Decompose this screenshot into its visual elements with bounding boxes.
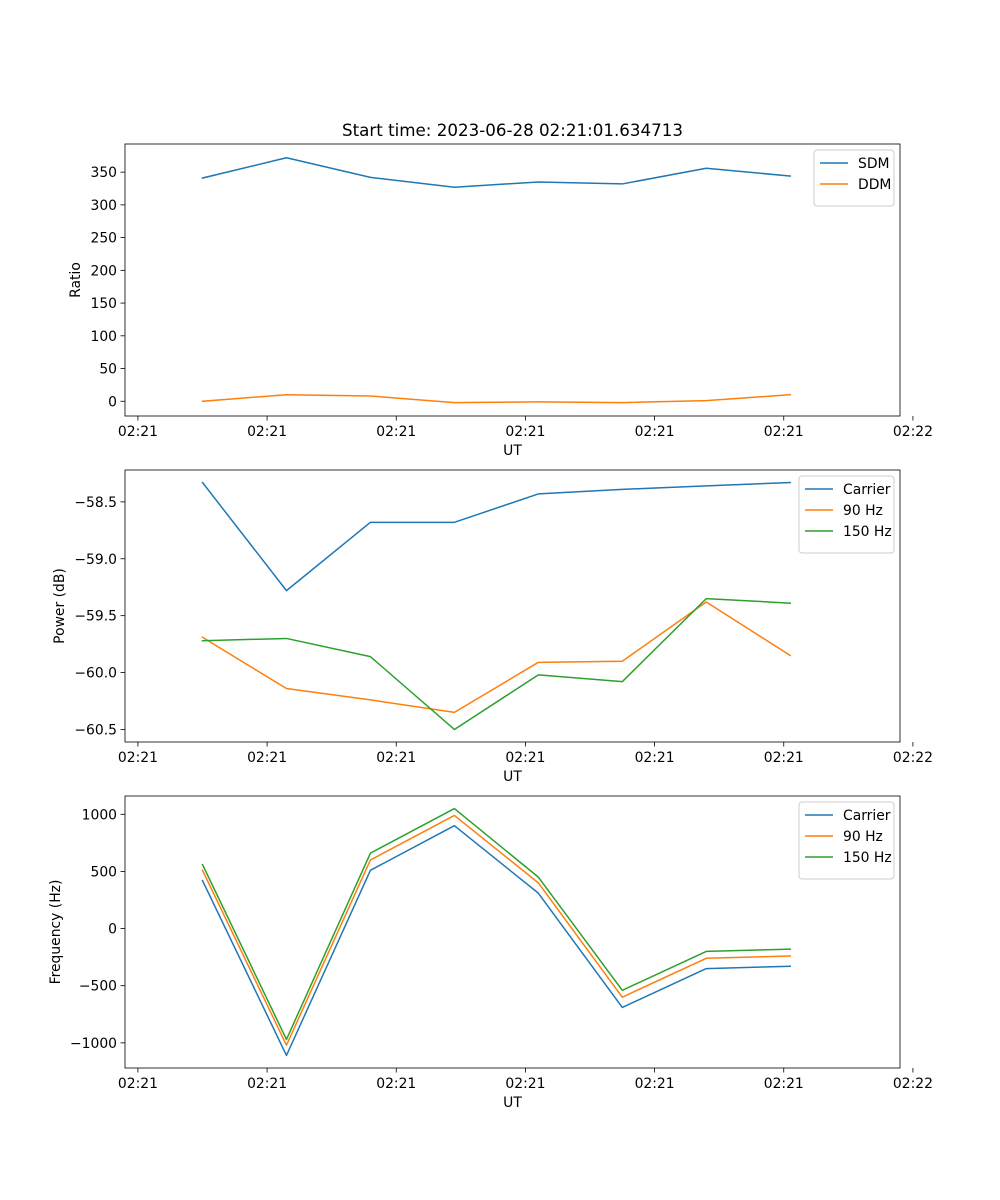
legend-label: 150 Hz <box>843 524 892 540</box>
legend-box <box>798 801 895 880</box>
x-tick-label: 02:21 <box>247 750 287 766</box>
y-tick-label: −59.0 <box>74 552 117 568</box>
x-tick-label: 02:21 <box>118 424 158 440</box>
x-tick-label: 02:21 <box>764 1076 804 1092</box>
y-tick-label: −58.5 <box>74 495 117 511</box>
y-tick-label: 500 <box>90 864 117 880</box>
x-tick-label: 02:21 <box>764 750 804 766</box>
legend-label: DDM <box>858 177 891 193</box>
series-line-3-3 <box>201 807 791 1041</box>
y-tick-label: −500 <box>79 979 117 995</box>
legend-label: SDM <box>858 156 890 172</box>
x-tick-label: 02:21 <box>118 750 158 766</box>
x-tick-label: 02:21 <box>505 750 545 766</box>
y-tick-label: 1000 <box>82 807 117 823</box>
legend-box <box>813 149 895 207</box>
y-tick-label: 200 <box>90 263 117 279</box>
series-line-3-2 <box>201 814 791 1046</box>
legend-label: Carrier <box>843 808 891 824</box>
x-tick-label: 02:21 <box>247 1076 287 1092</box>
chart-panel-3: 02:21 02:21 02:21 02:21 02:21 02:21 02:22 −1000… <box>48 795 933 1111</box>
x-tick-label: 02:21 <box>764 424 804 440</box>
legend-label: 90 Hz <box>843 503 883 519</box>
y-tick-label: −60.5 <box>74 722 117 738</box>
chart-panel-1: 02:21 02:21 02:21 02:21 02:21 02:21 02:22 0 50 10… <box>68 143 933 459</box>
chart-panel-2: 02:21 02:21 02:21 02:21 02:21 02:21 02:22 −60.5… <box>52 469 933 785</box>
x-tick-label: 02:21 <box>505 424 545 440</box>
series-line-2-3 <box>201 597 791 731</box>
y-tick-label: −1000 <box>70 1036 117 1052</box>
y-tick-label: 0 <box>108 394 117 410</box>
series-line-2-2 <box>201 601 792 714</box>
legend: Carrier 90 Hz 150 Hz <box>798 801 895 880</box>
x-tick-label: 02:21 <box>635 1076 675 1092</box>
figure-title: Start time: 2023-06-28 02:21:01.634713 <box>342 120 683 140</box>
x-tick-label: 02:21 <box>247 424 287 440</box>
x-tick-label: 02:21 <box>118 1076 158 1092</box>
legend-label: Carrier <box>843 482 891 498</box>
y-tick-label: 50 <box>99 362 117 378</box>
y-tick-label: 0 <box>108 922 117 938</box>
series-line-3-1 <box>201 824 791 1057</box>
x-axis-label: UT <box>503 769 522 785</box>
x-tick-label: 02:22 <box>893 750 933 766</box>
legend-box <box>798 475 895 554</box>
series-line-1-2 <box>201 393 792 404</box>
y-axis-label: Ratio <box>68 262 84 298</box>
series-line-2-1 <box>201 481 791 592</box>
x-tick-label: 02:21 <box>376 424 416 440</box>
x-tick-label: 02:22 <box>893 424 933 440</box>
y-tick-label: −59.5 <box>74 609 117 625</box>
x-tick-label: 02:22 <box>893 1076 933 1092</box>
x-tick-label: 02:21 <box>376 1076 416 1092</box>
y-tick-label: 100 <box>90 329 117 345</box>
y-tick-label: 150 <box>90 296 117 312</box>
plot-frame <box>124 469 901 743</box>
x-axis-label: UT <box>503 443 522 459</box>
y-tick-label: 250 <box>90 231 117 247</box>
x-axis-label: UT <box>503 1095 522 1111</box>
plot-frame <box>124 795 901 1069</box>
y-tick-label: 300 <box>90 198 117 214</box>
y-axis-label: Frequency (Hz) <box>48 880 64 985</box>
legend: Carrier 90 Hz 150 Hz <box>798 475 895 554</box>
plot-frame <box>124 143 901 417</box>
legend-label: 150 Hz <box>843 850 892 866</box>
legend: SDM DDM <box>813 149 895 207</box>
x-tick-label: 02:21 <box>635 750 675 766</box>
x-tick-label: 02:21 <box>376 750 416 766</box>
legend-label: 90 Hz <box>843 829 883 845</box>
x-tick-label: 02:21 <box>635 424 675 440</box>
series-line-1-1 <box>201 157 792 188</box>
y-tick-label: −60.0 <box>74 666 117 682</box>
x-tick-label: 02:21 <box>505 1076 545 1092</box>
y-axis-label: Power (dB) <box>52 568 68 644</box>
y-tick-label: 350 <box>90 165 117 181</box>
